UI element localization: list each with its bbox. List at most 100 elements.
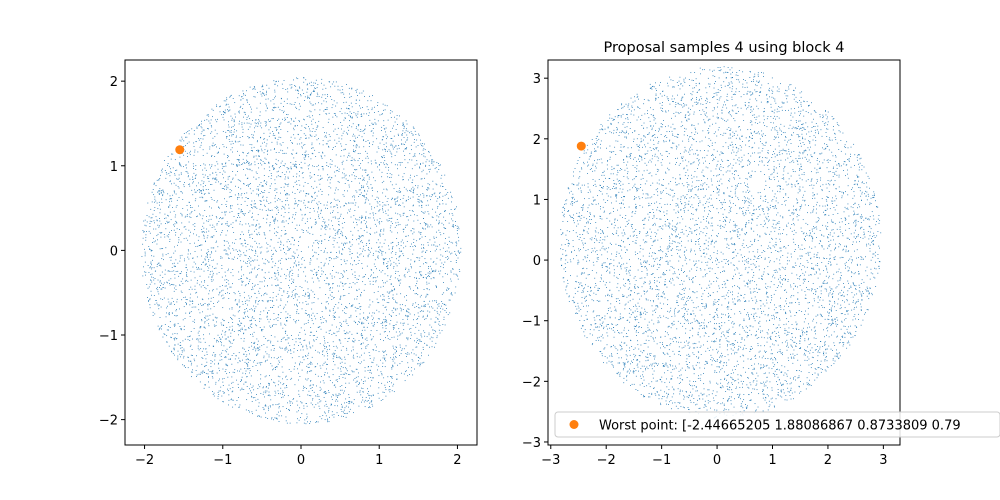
sample-point: [280, 176, 282, 178]
sample-point: [395, 300, 396, 302]
sample-point: [274, 390, 276, 392]
sample-point: [253, 347, 255, 349]
sample-point: [429, 239, 431, 241]
sample-point: [190, 293, 192, 295]
sample-point: [255, 251, 257, 252]
sample-point: [374, 266, 376, 267]
sample-point: [240, 338, 242, 340]
sample-point: [228, 196, 230, 198]
sample-point: [248, 259, 250, 261]
sample-point: [306, 372, 308, 374]
sample-point: [323, 318, 325, 319]
sample-point: [292, 402, 293, 404]
sample-point: [362, 388, 364, 389]
sample-point: [208, 303, 210, 305]
sample-point: [208, 230, 210, 232]
sample-point: [421, 244, 423, 246]
sample-point: [201, 190, 203, 192]
sample-point: [367, 388, 368, 390]
sample-point: [311, 302, 313, 304]
sample-point: [165, 247, 167, 249]
sample-point: [309, 172, 311, 174]
sample-point: [198, 236, 200, 238]
sample-point: [449, 240, 450, 242]
sample-point: [341, 86, 343, 87]
sample-point: [345, 405, 347, 407]
sample-point: [248, 137, 250, 139]
sample-point: [289, 171, 291, 173]
sample-point: [230, 346, 232, 348]
sample-point: [337, 256, 339, 258]
sample-point: [168, 314, 170, 316]
sample-point: [442, 303, 444, 304]
sample-point: [427, 272, 429, 274]
sample-point: [453, 273, 455, 275]
sample-point: [358, 158, 360, 159]
sample-point: [356, 316, 358, 318]
sample-point: [435, 285, 437, 287]
sample-point: [429, 184, 431, 186]
sample-point: [322, 151, 323, 153]
sample-point: [430, 278, 432, 280]
sample-point: [346, 242, 348, 244]
sample-point: [217, 363, 219, 365]
sample-point: [372, 349, 374, 351]
sample-point: [299, 224, 300, 226]
sample-point: [382, 207, 383, 209]
sample-point: [326, 204, 328, 206]
sample-point: [280, 187, 282, 188]
sample-point: [260, 162, 261, 164]
sample-point: [402, 253, 404, 255]
sample-point: [424, 177, 425, 179]
sample-point: [374, 118, 376, 120]
sample-point: [211, 277, 213, 279]
sample-point: [381, 126, 383, 128]
sample-point: [169, 327, 171, 328]
sample-point: [178, 275, 180, 277]
sample-point: [244, 243, 246, 244]
sample-point: [278, 421, 280, 422]
sample-point: [157, 304, 159, 306]
sample-point: [248, 248, 250, 250]
sample-point: [228, 124, 229, 126]
sample-point: [369, 406, 370, 408]
sample-point: [371, 338, 373, 340]
sample-point: [152, 259, 153, 261]
sample-point: [274, 84, 276, 85]
sample-point: [450, 293, 452, 295]
sample-point: [426, 262, 428, 264]
sample-point: [222, 289, 224, 291]
sample-point: [266, 184, 267, 186]
sample-point: [405, 235, 407, 237]
sample-point: [285, 317, 287, 319]
sample-point: [411, 359, 413, 361]
sample-point: [201, 231, 203, 233]
sample-point: [330, 202, 332, 204]
sample-point: [254, 200, 255, 202]
sample-point: [275, 324, 277, 326]
sample-point: [372, 128, 374, 129]
sample-point: [355, 169, 357, 171]
sample-point: [286, 408, 287, 409]
sample-point: [211, 252, 213, 254]
sample-point: [214, 129, 216, 131]
sample-point: [351, 253, 353, 254]
sample-point: [239, 250, 241, 252]
sample-point: [266, 181, 268, 183]
sample-point: [258, 264, 260, 266]
sample-point: [419, 307, 421, 309]
sample-point: [439, 197, 441, 199]
sample-point: [377, 239, 379, 241]
sample-point: [301, 167, 303, 169]
sample-point: [424, 318, 426, 320]
sample-point: [332, 225, 334, 227]
sample-point: [169, 257, 171, 258]
sample-point: [373, 253, 374, 255]
sample-point: [315, 129, 317, 131]
sample-point: [228, 225, 230, 227]
sample-point: [211, 270, 213, 272]
sample-point: [358, 275, 360, 277]
sample-point: [151, 250, 153, 251]
sample-point: [380, 359, 381, 361]
sample-point: [159, 304, 160, 306]
